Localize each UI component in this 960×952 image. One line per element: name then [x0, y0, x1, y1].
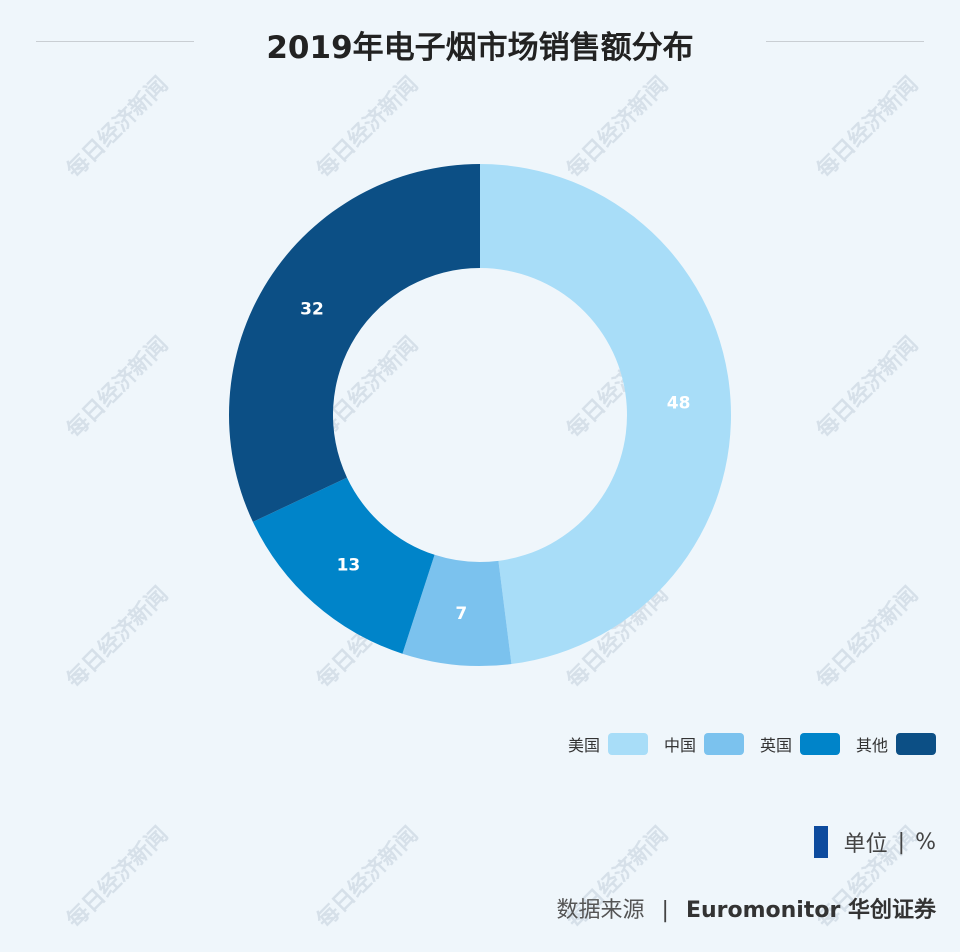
source-value: Euromonitor 华创证券	[685, 898, 936, 923]
legend-item-usa: 美国	[568, 732, 648, 756]
slice-value-label: 32	[300, 299, 324, 319]
donut-slice-2	[402, 554, 512, 666]
legend-swatch	[896, 733, 936, 755]
chart-title: 2019年电子烟市场销售额分布	[266, 30, 694, 66]
unit-label: 单位	[843, 832, 888, 857]
slice-value-label: 7	[455, 604, 467, 624]
donut-slice-3	[252, 477, 435, 654]
legend-item-uk: 英国	[760, 732, 840, 756]
legend-swatch	[607, 733, 648, 755]
slice-value-label: 13	[337, 555, 361, 575]
legend-swatch	[799, 733, 840, 755]
legend-label: 英国	[759, 736, 792, 755]
slice-value-label: 48	[667, 394, 691, 414]
unit-marker	[813, 826, 828, 858]
legend-label: 美国	[567, 736, 600, 755]
source-separator: |	[661, 898, 669, 923]
watermark: 每日经济新闻	[311, 821, 424, 934]
legend: 美国 中国 英国 其他	[552, 732, 936, 756]
unit-note: 单位 | %	[813, 826, 936, 858]
source-note: 数据来源 | Euromonitor 华创证券	[557, 892, 936, 924]
donut-chart: 48 7 13 32	[228, 164, 732, 666]
legend-swatch	[703, 733, 744, 755]
source-label: 数据来源	[556, 898, 645, 923]
donut-slice-1	[480, 164, 732, 665]
legend-label: 其他	[855, 736, 888, 755]
legend-item-other: 其他	[856, 732, 936, 756]
title-divider-right	[766, 41, 924, 42]
legend-item-china: 中国	[664, 732, 744, 756]
unit-value: %	[915, 829, 936, 855]
donut-slice-4	[228, 164, 480, 522]
title-divider-left	[36, 41, 194, 42]
legend-label: 中国	[663, 736, 696, 755]
unit-separator: |	[897, 829, 906, 855]
watermark: 每日经济新闻	[61, 821, 174, 934]
